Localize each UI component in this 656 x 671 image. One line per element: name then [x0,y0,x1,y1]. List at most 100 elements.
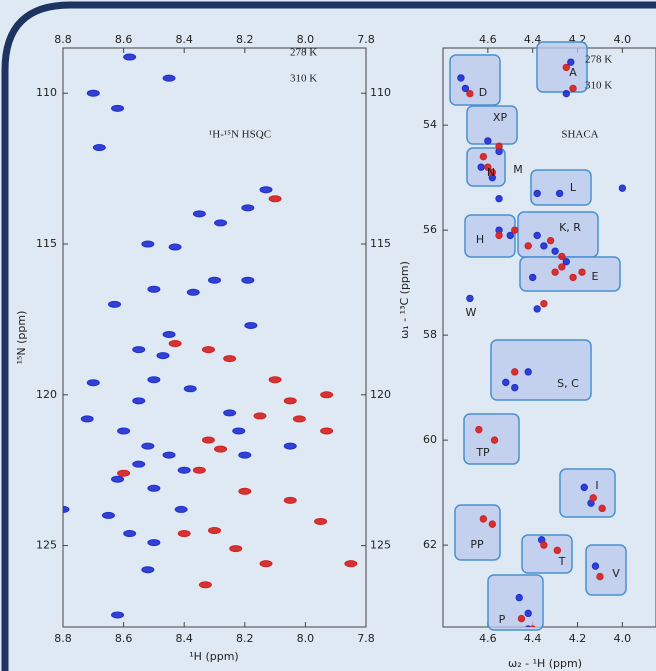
peaks [457,58,627,627]
peak [147,285,161,293]
peak [578,268,586,276]
x-tick-label-top: 8.0 [297,33,315,46]
peak [479,515,488,523]
x-axis-label: ω₂ - ¹H (ppm) [508,657,582,670]
peak [562,89,571,98]
y-tick-label-right: 110 [370,86,391,99]
peak [198,581,212,589]
x-tick-label: 8.6 [115,632,133,645]
peak [551,268,559,276]
annotation-box [449,54,501,106]
annotation-label: N [487,166,495,179]
peak [466,89,474,98]
x-tick-label-top: 7.8 [357,33,375,46]
peak [558,252,566,261]
peak [569,84,577,93]
annotation-label: T [558,555,566,568]
x-axis-label: ¹H (ppm) [189,650,238,663]
x-tick-label: 4.0 [614,632,632,645]
peak [147,376,161,384]
annotation-label: K, R [559,221,581,234]
peak [283,442,297,450]
x-tick-label-top: 8.8 [54,33,72,46]
annotation-label: W [466,306,477,319]
peak [553,546,562,555]
peak [490,436,499,444]
x-tick-label: 8.0 [297,632,315,645]
peak [506,231,514,240]
peak [344,560,358,568]
peak [475,425,483,434]
peak [555,189,564,198]
peak [132,397,146,405]
peak [177,466,191,474]
peak [488,520,497,528]
peak [488,168,497,177]
y-tick-label: 56 [423,223,437,236]
x-tick-label-top: 4.6 [479,33,497,46]
peak [108,300,122,308]
peak [528,273,537,282]
peak [517,614,526,623]
annotation-label: V [612,567,620,580]
y-tick-label: 110 [36,86,57,99]
peak [232,427,246,435]
peak [123,53,137,61]
annotation-box [519,256,621,292]
peak [551,247,559,255]
peak [177,530,191,538]
annotation-label: PP [470,538,484,551]
peak [546,236,555,245]
peak [502,378,510,387]
legend-entry: 310 K [290,73,317,85]
plot-frame [62,47,367,628]
peak [208,527,221,534]
peak [168,340,182,348]
x-tick-label: 8.2 [236,632,254,645]
peak [111,475,125,483]
peak [540,299,548,308]
y-tick-label: 60 [423,433,437,446]
peak [208,276,221,284]
peak [238,451,252,459]
peak [466,294,474,303]
annotation-box [490,339,592,401]
annotation-label: E [592,270,599,283]
annotation-label: L [570,181,577,194]
y-tick-label: 115 [36,237,57,250]
peak [495,142,503,150]
peak [320,391,334,399]
annotation-box [487,574,544,631]
x-tick-label: 4.2 [569,632,587,645]
y-tick-label: 62 [423,538,437,551]
peak [201,346,215,354]
peak [484,163,492,171]
peak [495,194,503,203]
x-tick-label: 8.8 [54,632,72,645]
peak [314,517,328,525]
peak [558,263,566,271]
x-tick-label: 7.8 [357,632,375,645]
peak [533,189,541,198]
peak [259,560,273,568]
peak [101,511,115,519]
peak [183,385,197,393]
peak [241,276,255,284]
peak [192,210,206,218]
annotation-label: A [569,66,577,79]
legend-entry: 310 K [585,80,612,92]
peak [511,383,519,392]
y-tick-label: 125 [36,539,57,552]
peak [241,204,255,212]
peak [283,496,297,504]
x-tick-label: 4.6 [479,632,497,645]
peak [562,63,571,72]
peak [540,242,548,250]
x-tick-label: 4.4 [524,632,542,645]
y-tick-label: 54 [423,118,437,131]
y-tick-label-right: 125 [370,539,391,552]
peak [533,305,541,313]
y-tick-label-right: 120 [370,388,391,401]
peak [147,539,161,547]
